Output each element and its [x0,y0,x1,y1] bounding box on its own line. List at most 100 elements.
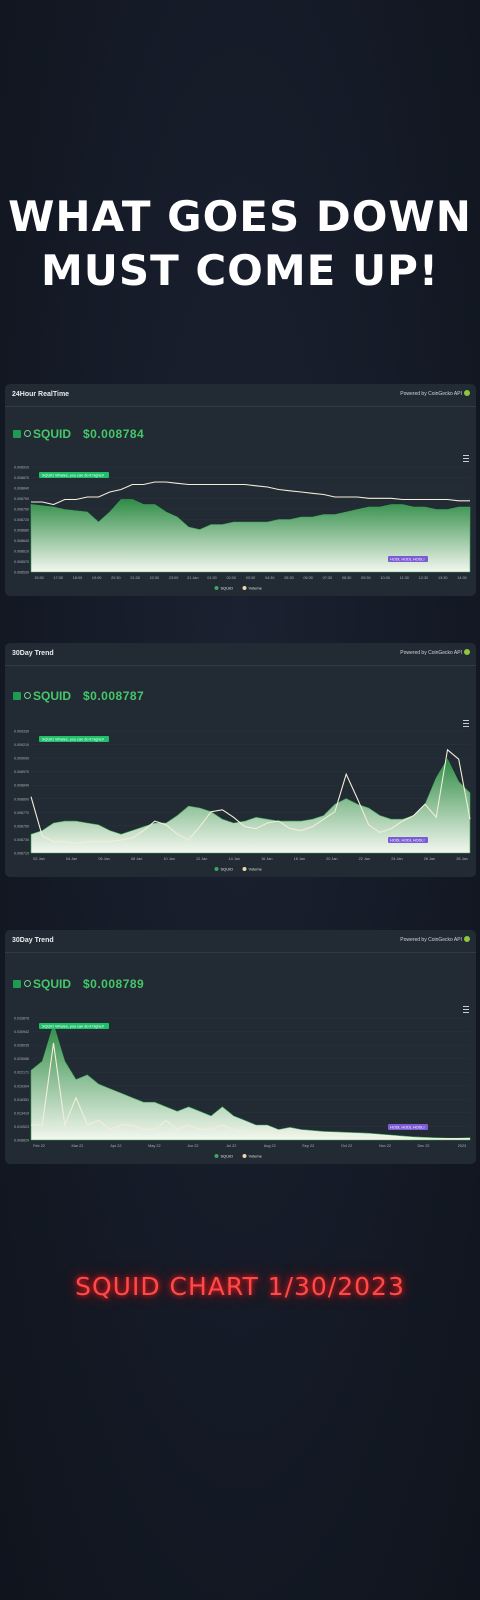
y-tick-label: 0.008840 [14,784,29,788]
x-tick-label: 11:30 [400,576,409,580]
y-tick-label: 0.008870 [14,476,29,480]
y-tick-label: 0.033878 [14,1017,29,1021]
annotation-high-badge [39,472,109,478]
x-tick-label: 21:30 [130,576,140,580]
x-tick-label: 20:30 [111,576,121,580]
y-tick-label: 0.008710 [14,852,29,856]
squid-price-area [30,499,471,573]
y-tick-label: 0.008610 [14,550,29,554]
x-tick-label: 16 Jan [261,857,272,861]
x-tick-label: 02 Jan [33,857,44,861]
chart-card-24h: 24Hour RealTime Powered by CoinGecko API… [5,384,476,596]
y-tick-label: 0.008680 [14,529,29,533]
y-tick-label: 0.025086 [14,1057,29,1061]
coingecko-icon [464,390,470,396]
x-tick-label: 09:30 [361,576,371,580]
annotation-high-text: SQUID Whales, you can do it higher! [42,737,104,741]
legend-volume-label: Volume [249,585,263,590]
powered-by-text[interactable]: Powered by CoinGecko API [400,391,462,397]
card-header: 30Day Trend Powered by CoinGecko API [5,643,476,666]
x-tick-label: Jun 22 [187,1144,198,1148]
annotation-high-badge [39,1023,109,1029]
x-tick-label: 03:30 [246,576,256,580]
y-tick-label: 0.028035 [14,1044,29,1048]
coingecko-icon [464,936,470,942]
x-tick-label: 02:00 [227,576,237,580]
y-tick-label: 0.008840 [14,487,29,491]
legend-volume-label: Volume [249,866,263,871]
checkbox-icon[interactable] [13,430,21,438]
y-tick-label: 0.019304 [14,1084,29,1088]
powered-by-text[interactable]: Powered by CoinGecko API [400,937,462,943]
coingecko-icon [464,649,470,655]
card-title: 30Day Trend [12,937,54,944]
y-tick-label: 0.008970 [14,770,29,774]
annotation-low-text: HODL HODL HODL! [390,557,425,561]
volume-line [30,748,471,845]
x-tick-label: 2023 [458,1144,466,1148]
card-title: 24Hour RealTime [12,391,70,398]
x-tick-label: 24 Jan [391,857,402,861]
annotation-low-badge [388,1124,428,1130]
x-tick-label: 05:30 [284,576,294,580]
card-title: 30Day Trend [12,650,54,657]
x-tick-label: 12:30 [419,576,429,580]
y-tick-label: 0.008770 [14,811,29,815]
y-tick-label: 0.008720 [14,518,29,522]
x-tick-label: 13:30 [438,576,448,580]
y-tick-label: 0.030942 [14,1030,29,1034]
y-tick-label: 0.008530 [14,571,29,575]
x-tick-label: 15:30 [34,576,44,580]
chart-card-30day-b: 30Day Trend Powered by CoinGecko API SQU… [5,930,476,1164]
legend-squid-marker [214,586,219,590]
legend-squid-label: SQUID [221,866,234,871]
ticker-symbol: SQUID [33,689,72,703]
hamburger-menu-icon[interactable] [463,720,469,727]
x-tick-label: 08:30 [342,576,352,580]
squid-price-area [30,1023,471,1141]
x-tick-label: Jul 22 [226,1144,236,1148]
checkbox-icon[interactable] [13,980,21,988]
ticker-price: $0.008789 [83,977,145,991]
ticker-symbol: SQUID [33,427,72,441]
x-tick-label: 18 Jan [294,857,305,861]
y-tick-label: 0.008829 [14,1139,29,1143]
ticker-symbol: SQUID [33,977,72,991]
y-tick-label: 0.008570 [14,560,29,564]
y-tick-label: 0.013410 [14,1111,29,1115]
y-tick-label: 0.008640 [14,539,29,543]
x-tick-label: 10:30 [380,576,390,580]
chart-svg: 0.033878 0.030942 0.028035 0.025086 0.022171… [14,1017,471,1158]
annotation-high-text: SQUID Whales, you can do it higher! [42,473,104,477]
x-tick-label: 07:30 [323,576,333,580]
ticker-price: $0.008784 [83,427,145,441]
x-tick-label: 28 Jan [456,857,467,861]
y-tick-label: 0.009210 [14,743,29,747]
checkbox-icon[interactable] [13,692,21,700]
legend-squid-marker [214,1154,219,1158]
x-tick-label: 06:30 [303,576,313,580]
y-tick-label: 0.008750 [14,824,29,828]
x-tick-label: Apr 22 [110,1144,121,1148]
circle-icon [24,430,31,437]
x-tick-label: Nov 22 [379,1144,391,1148]
x-tick-label: 06 Jan [98,857,109,861]
x-tick-label: 14:30 [457,576,467,580]
x-tick-label: 12 Jan [196,857,207,861]
y-tick-label: 0.016351 [14,1098,29,1102]
y-tick-label: 0.008730 [14,838,29,842]
powered-by-text[interactable]: Powered by CoinGecko API [400,650,462,656]
hamburger-menu-icon[interactable] [463,1006,469,1013]
x-tick-label: Mar 22 [72,1144,84,1148]
y-tick-label: 0.022171 [14,1071,29,1075]
y-tick-label: 0.009090 [14,757,29,761]
y-tick-label: 0.008800 [14,797,29,801]
x-tick-label: 17:30 [53,576,63,580]
y-tick-label: 0.010523 [14,1125,29,1129]
annotation-high-text: SQUID Whales, you can do it higher! [42,1024,104,1028]
hamburger-menu-icon[interactable] [463,455,469,462]
legend-volume-marker [242,1154,247,1158]
x-tick-label: Oct 22 [341,1144,352,1148]
x-tick-label: 22:30 [150,576,160,580]
x-tick-label: 14 Jan [229,857,240,861]
